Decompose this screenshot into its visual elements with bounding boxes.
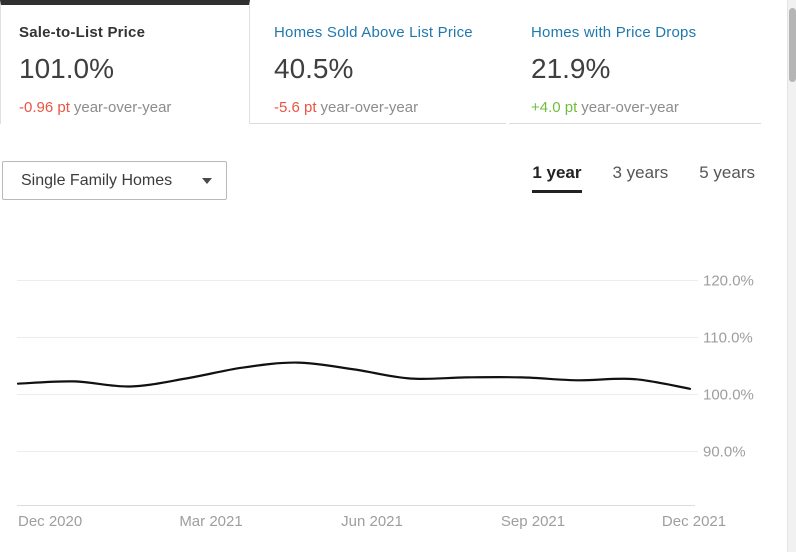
tabbar-filler xyxy=(761,0,787,124)
tab-sale-to-list-price[interactable]: Sale-to-List Price 101.0% -0.96 pt year-o… xyxy=(0,0,250,124)
metric-delta: -0.96 pt year-over-year xyxy=(19,99,249,116)
scrollbar-thumb[interactable] xyxy=(789,8,796,82)
chevron-down-icon xyxy=(202,177,212,184)
metric-value: 40.5% xyxy=(274,53,354,84)
chart-canvas xyxy=(16,280,698,506)
tab-homes-sold-above-list[interactable]: Homes Sold Above List Price 40.5% -5.6 p… xyxy=(250,0,506,124)
metric-value: 101.0% xyxy=(19,53,114,84)
delta-suffix: year-over-year xyxy=(320,99,419,116)
y-axis-tick: 120.0% xyxy=(703,272,754,290)
scrollbar-track[interactable] xyxy=(787,0,796,552)
range-1-year[interactable]: 1 year xyxy=(532,163,582,193)
x-axis-tick: Jun 2021 xyxy=(341,513,403,530)
home-type-dropdown[interactable]: Single Family Homes xyxy=(2,161,227,200)
metric-title: Homes Sold Above List Price xyxy=(274,24,473,41)
range-5-years[interactable]: 5 years xyxy=(699,163,755,182)
x-axis-tick: Mar 2021 xyxy=(179,513,243,530)
metric-delta: -5.6 pt year-over-year xyxy=(274,99,506,116)
y-axis-tick: 110.0% xyxy=(703,329,753,347)
y-axis-tick: 90.0% xyxy=(703,443,746,461)
home-type-dropdown-value: Single Family Homes xyxy=(21,171,173,189)
time-range-selector: 1 year 3 years 5 years xyxy=(532,163,755,193)
x-axis-tick: Sep 2021 xyxy=(500,513,566,530)
metric-tabbar: Sale-to-List Price 101.0% -0.96 pt year-o… xyxy=(0,0,787,124)
metric-title: Sale-to-List Price xyxy=(19,24,146,41)
sale-to-list-line-chart: 120.0% 110.0% 100.0% 90.0% Dec 2020 Mar … xyxy=(0,250,796,552)
x-axis-tick: Dec 2021 xyxy=(661,513,727,530)
chart-line-series xyxy=(16,361,692,390)
delta-value: -0.96 pt xyxy=(19,99,70,116)
metric-delta: +4.0 pt year-over-year xyxy=(531,99,761,116)
delta-suffix: year-over-year xyxy=(581,99,679,116)
range-3-years[interactable]: 3 years xyxy=(612,163,669,182)
tab-homes-with-price-drops[interactable]: Homes with Price Drops 21.9% +4.0 pt year… xyxy=(509,0,761,124)
metric-value: 21.9% xyxy=(531,53,611,84)
x-axis-tick: Dec 2020 xyxy=(18,513,83,530)
metric-title: Homes with Price Drops xyxy=(531,24,697,41)
chart-gridlines xyxy=(17,280,698,506)
delta-value: -5.6 pt xyxy=(274,99,317,116)
y-axis-tick: 100.0% xyxy=(703,386,754,404)
delta-value: +4.0 pt xyxy=(531,99,578,116)
delta-suffix: year-over-year xyxy=(73,99,172,116)
